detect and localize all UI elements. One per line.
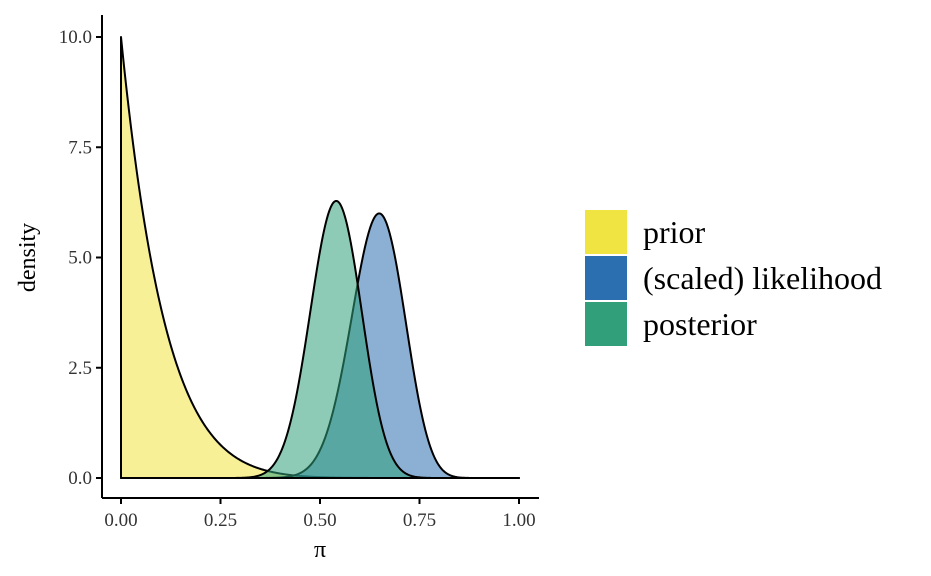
- plot-areas: [120, 36, 520, 479]
- y-tick-label: 10.0: [59, 27, 92, 48]
- y-ticks: 0.0 2.5 5.0 7.5 10.0: [59, 27, 102, 489]
- y-tick-label: 7.5: [68, 137, 92, 158]
- legend-label-scaled-likelihood: (scaled) likelihood: [643, 260, 882, 296]
- density-area-posterior: [120, 199, 520, 479]
- y-tick-label: 0.0: [68, 468, 92, 489]
- x-tick-label: 0.00: [104, 510, 137, 531]
- y-tick-label: 2.5: [68, 358, 92, 379]
- legend-key-prior: [585, 210, 627, 254]
- y-axis-title: density: [15, 223, 41, 292]
- x-tick-label: 0.50: [303, 510, 336, 531]
- x-tick-label: 0.25: [204, 510, 237, 531]
- x-tick-label: 1.00: [502, 510, 535, 531]
- legend-label-prior: prior: [643, 214, 706, 250]
- y-tick-label: 5.0: [68, 248, 92, 269]
- legend: prior (scaled) likelihood posterior: [585, 210, 882, 346]
- legend-key-scaled-likelihood: [585, 256, 627, 300]
- x-tick-label: 0.75: [403, 510, 436, 531]
- axes: 0.02.55.07.510.0 0.00 0.25 0.50 0.75 1.00 π …: [15, 15, 539, 563]
- x-ticks: 0.00 0.25 0.50 0.75 1.00: [104, 498, 536, 531]
- x-axis-title: π: [314, 537, 326, 563]
- legend-label-posterior: posterior: [643, 306, 757, 342]
- legend-key-posterior: [585, 302, 627, 346]
